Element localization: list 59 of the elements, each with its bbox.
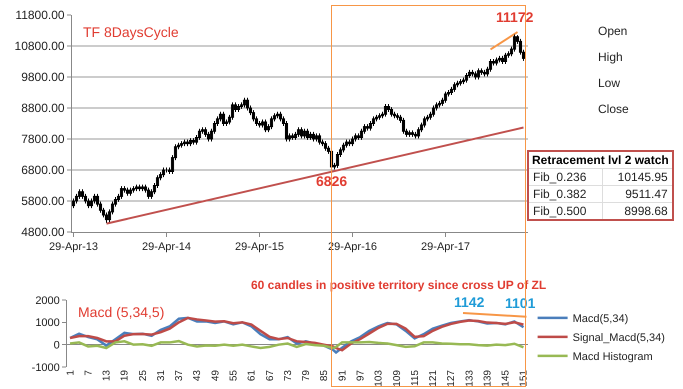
x-tick-label: 25 [138, 370, 149, 382]
legend-label: Macd(5,34) [572, 313, 628, 326]
x-tick-label: 31 [156, 370, 167, 382]
x-tick-label: 73 [282, 370, 294, 382]
x-tick-label: 85 [319, 370, 330, 382]
data-label: 8998.68 [602, 202, 673, 220]
text: Retracement lvl 2 watch [528, 151, 673, 168]
x-tick-label: 29-Apr-13 [49, 241, 98, 254]
y-tick-label: 2000 [35, 294, 60, 307]
y-tick-label: 7800.00 [21, 132, 65, 146]
y-tick-label: 1000 [35, 317, 60, 330]
x-tick-label: 29-Apr-15 [235, 241, 284, 254]
x-tick-label: 115 [410, 370, 421, 386]
x-tick-label: 7 [83, 370, 94, 376]
category-label: Fib_0.382 [528, 186, 602, 202]
y-tick-label: 10800.00 [14, 39, 65, 54]
x-tick-label: 55 [228, 370, 240, 382]
y-tick-label: 4800.00 [21, 225, 65, 240]
chart-title: Macd (5,34,5) [78, 304, 164, 320]
x-tick-label: 103 [374, 370, 385, 387]
y-tick-label: 0 [54, 340, 60, 352]
x-tick-label: 67 [264, 370, 276, 382]
x-tick-label: 1 [65, 370, 76, 376]
text: Open [598, 24, 628, 38]
legend-label: Signal_Macd(5,34) [572, 332, 665, 344]
y-tick-label: 5800.00 [21, 194, 65, 208]
x-tick-label: 79 [301, 370, 312, 382]
x-tick-label: 19 [120, 370, 131, 382]
text: Close [598, 102, 630, 116]
x-tick-label: 91 [337, 370, 348, 382]
y-tick-label: 11800.00 [15, 8, 65, 22]
category-label: Fib_0.500 [528, 202, 602, 220]
line-series [68, 340, 525, 350]
x-tick-label: 49 [210, 370, 222, 382]
x-tick-label: 139 [482, 370, 494, 387]
x-tick-label: 109 [392, 370, 403, 387]
x-tick-label: 97 [355, 370, 366, 382]
x-tick-label: 133 [464, 370, 476, 387]
x-tick-label: 121 [428, 370, 440, 387]
text: Low [598, 76, 620, 90]
x-tick-label: 127 [446, 370, 458, 387]
x-tick-label: 37 [174, 370, 186, 382]
annotation: 1142 [454, 294, 485, 310]
y-tick-label: -1000 [32, 362, 60, 374]
text: TF 8DaysCycle [83, 24, 179, 40]
x-tick-label: 145 [500, 370, 512, 387]
y-tick-label: 6800.00 [21, 163, 65, 178]
data-label: 9511.47 [602, 186, 673, 202]
y-tick-label: 9800.00 [21, 70, 65, 84]
data-label: 10145.95 [602, 168, 673, 186]
text: High [598, 50, 623, 64]
x-tick-label: 29-Apr-14 [142, 241, 191, 254]
y-tick-label: 8800.00 [21, 101, 65, 116]
category-label: Fib_0.236 [528, 168, 602, 186]
x-tick-label: 43 [192, 370, 204, 382]
x-tick-label: 29-Apr-17 [421, 241, 470, 254]
x-tick-label: 13 [102, 370, 113, 382]
x-tick-label: 61 [246, 370, 258, 382]
legend-label: Macd Histogram [572, 351, 653, 364]
